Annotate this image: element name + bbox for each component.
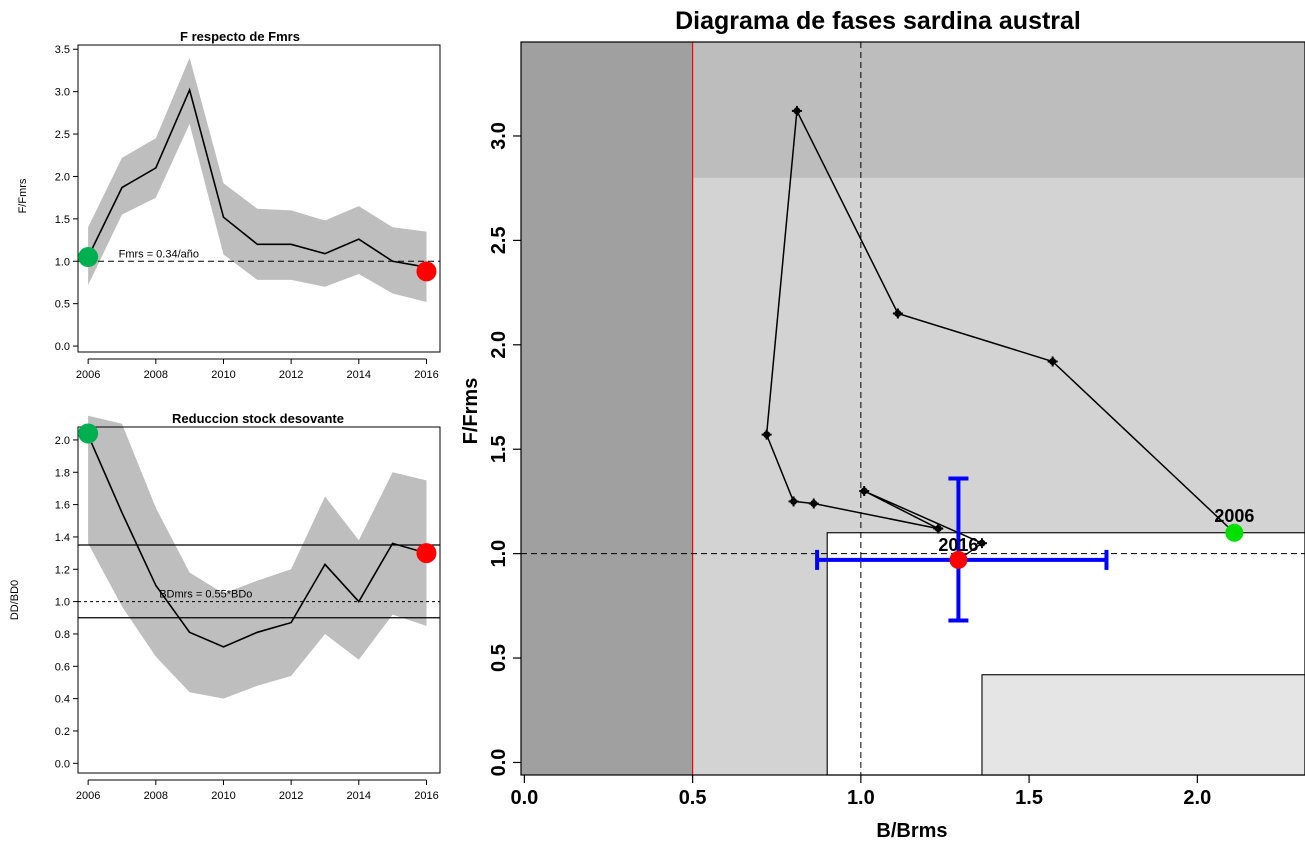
phase-diagram-x-axis-label: B/Brms [876, 820, 947, 842]
x-tick-label: 2012 [279, 369, 303, 381]
y-tick-label: 2.5 [55, 129, 70, 141]
x-tick-label: 2014 [347, 369, 371, 381]
phase-start-marker [1225, 523, 1244, 542]
y-tick-label: 2.5 [488, 226, 510, 254]
x-tick-label: 0.5 [679, 787, 707, 809]
y-tick-label: 1.8 [55, 467, 70, 479]
status-zone [692, 42, 1305, 178]
spawning-stock-panel: Reduccion stock desovante DD/BD0 BDmrs =… [9, 411, 441, 802]
start-year-marker [78, 423, 99, 444]
y-tick-label: 1.2 [55, 564, 70, 576]
x-tick-label: 2010 [211, 790, 235, 802]
y-tick-label: 1.0 [55, 256, 70, 268]
x-tick-label: 1.5 [1015, 787, 1043, 809]
f-over-fmrs-panel: F respecto de Fmrs F/Fmrs Fmrs = 0.34/añ… [17, 29, 441, 381]
y-tick-label: 0.0 [55, 341, 70, 353]
status-zone [521, 42, 693, 775]
y-tick-label: 0.5 [488, 644, 510, 672]
f-panel-title: F respecto de Fmrs [180, 29, 300, 44]
phase-diagram-title: Diagrama de fases sardina austral [675, 7, 1081, 35]
plot-frame [77, 426, 441, 774]
x-tick-label: 2008 [144, 790, 168, 802]
y-tick-label: 3.0 [488, 122, 510, 150]
y-tick-label: 1.6 [55, 500, 70, 512]
phase-end-marker [949, 550, 968, 569]
y-tick-label: 0.6 [55, 661, 70, 673]
confidence-band [88, 415, 427, 699]
y-tick-label: 2.0 [55, 435, 70, 447]
phase-end-label: 2016 [938, 535, 978, 555]
estimate-line [87, 87, 427, 268]
y-tick-label: 1.0 [488, 540, 510, 568]
status-zone [981, 674, 1305, 776]
y-tick-label: 1.0 [55, 597, 70, 609]
y-tick-label: 0.8 [55, 629, 70, 641]
confidence-band [88, 57, 427, 303]
y-tick-label: 3.5 [55, 44, 70, 56]
y-tick-label: 3.0 [55, 87, 70, 99]
end-year-marker [416, 261, 437, 282]
x-tick-label: 2016 [414, 790, 438, 802]
plot-frame [520, 41, 1305, 776]
y-tick-label: 1.5 [488, 435, 510, 463]
y-tick-label: 0.2 [55, 726, 70, 738]
y-tick-label: 0.0 [55, 758, 70, 770]
msy-reference-label: BDmrs = 0.55*BDo [159, 589, 252, 601]
phase-diagram-y-axis-label: F/Frms [460, 378, 482, 445]
x-tick-label: 2006 [76, 369, 100, 381]
y-tick-label: 0.4 [55, 694, 70, 706]
x-tick-label: 2006 [76, 790, 100, 802]
x-tick-label: 2008 [144, 369, 168, 381]
y-tick-label: 0.0 [488, 749, 510, 777]
y-tick-label: 2.0 [55, 171, 70, 183]
plot-frame [77, 44, 441, 353]
f-panel-y-axis-label: F/Fmrs [17, 178, 29, 213]
x-tick-label: 0.0 [510, 787, 538, 809]
phase-start-label: 2006 [1214, 506, 1254, 526]
end-year-marker [416, 543, 437, 564]
phase-diagram-panel: Diagrama de fases sardina austral F/Frms… [460, 7, 1305, 842]
estimate-line [87, 434, 427, 648]
ssb-panel-y-axis-label: DD/BD0 [9, 580, 21, 620]
x-tick-label: 2014 [347, 790, 371, 802]
x-tick-label: 2012 [279, 790, 303, 802]
ssb-panel-title: Reduccion stock desovante [172, 411, 344, 426]
y-tick-label: 1.5 [55, 214, 70, 226]
x-tick-label: 2.0 [1183, 787, 1211, 809]
x-tick-label: 2010 [211, 369, 235, 381]
y-tick-label: 2.0 [488, 331, 510, 359]
start-year-marker [78, 247, 99, 268]
x-tick-label: 2016 [414, 369, 438, 381]
x-tick-label: 1.0 [847, 787, 875, 809]
msy-reference-label: Fmrs = 0.34/año [119, 248, 199, 260]
y-tick-label: 1.4 [55, 532, 70, 544]
y-tick-label: 0.5 [55, 299, 70, 311]
